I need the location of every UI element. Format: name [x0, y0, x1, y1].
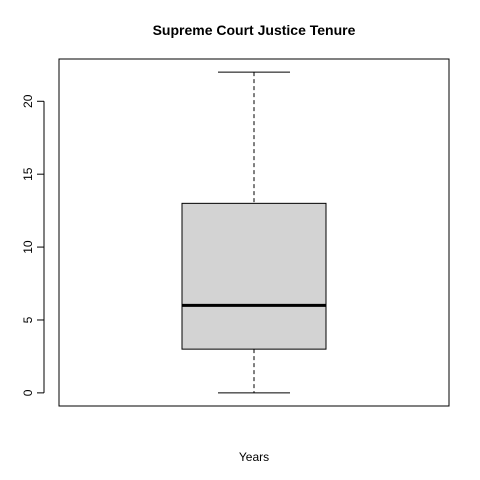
y-tick-label: 0 — [21, 389, 35, 396]
y-tick-label: 10 — [21, 240, 35, 254]
interquartile-box — [181, 202, 327, 350]
chart-title: Supreme Court Justice Tenure — [153, 22, 356, 38]
x-axis-label: Years — [239, 450, 269, 464]
y-axis: 0 5 10 15 20 — [21, 94, 45, 396]
y-tick-label: 15 — [21, 167, 35, 181]
plot-frame — [58, 58, 450, 407]
y-tick-label: 5 — [21, 316, 35, 323]
box-series — [181, 71, 327, 394]
y-tick-label: 20 — [21, 94, 35, 108]
